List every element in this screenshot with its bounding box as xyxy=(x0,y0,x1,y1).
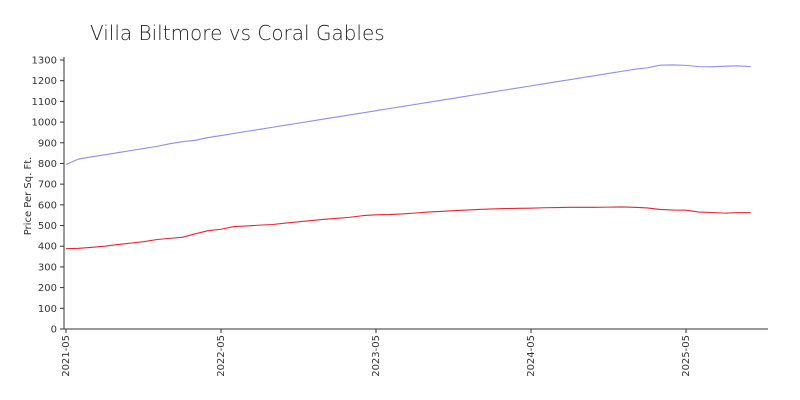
plot-area: 0 100 200 300 400 500 600 700 800 900 1000 1100 1200… xyxy=(32,56,768,377)
x-tick-label: 2022-05 xyxy=(216,335,227,377)
x-tick-label: 2023-05 xyxy=(371,335,382,377)
x-tick-label: 2021-05 xyxy=(61,335,72,377)
y-tick-label: 300 xyxy=(38,262,57,273)
y-tick-label: 1300 xyxy=(32,56,57,67)
y-tick-label: 1200 xyxy=(32,76,57,87)
y-tick-label: 100 xyxy=(38,304,57,315)
y-tick-label: 1000 xyxy=(32,118,57,129)
x-tick-label: 2024-05 xyxy=(526,335,537,377)
y-tick-label: 700 xyxy=(38,180,57,191)
chart-title: Villa Biltmore vs Coral Gables xyxy=(90,21,385,45)
y-tick-label: 500 xyxy=(38,221,57,232)
y-tick-label: 400 xyxy=(38,242,57,253)
y-tick-label: 0 xyxy=(51,325,57,336)
x-tick-label: 2025-05 xyxy=(681,335,692,377)
y-tick-label: 200 xyxy=(38,283,57,294)
y-tick-label: 1100 xyxy=(32,97,57,108)
y-tick-label: 800 xyxy=(38,159,57,170)
y-tick-label: 600 xyxy=(38,200,57,211)
series-line-2 xyxy=(65,206,751,250)
series-line-1 xyxy=(65,64,751,166)
y-tick-label: 900 xyxy=(38,138,57,149)
y-axis-label: Price Per Sq. Ft. xyxy=(23,157,34,236)
